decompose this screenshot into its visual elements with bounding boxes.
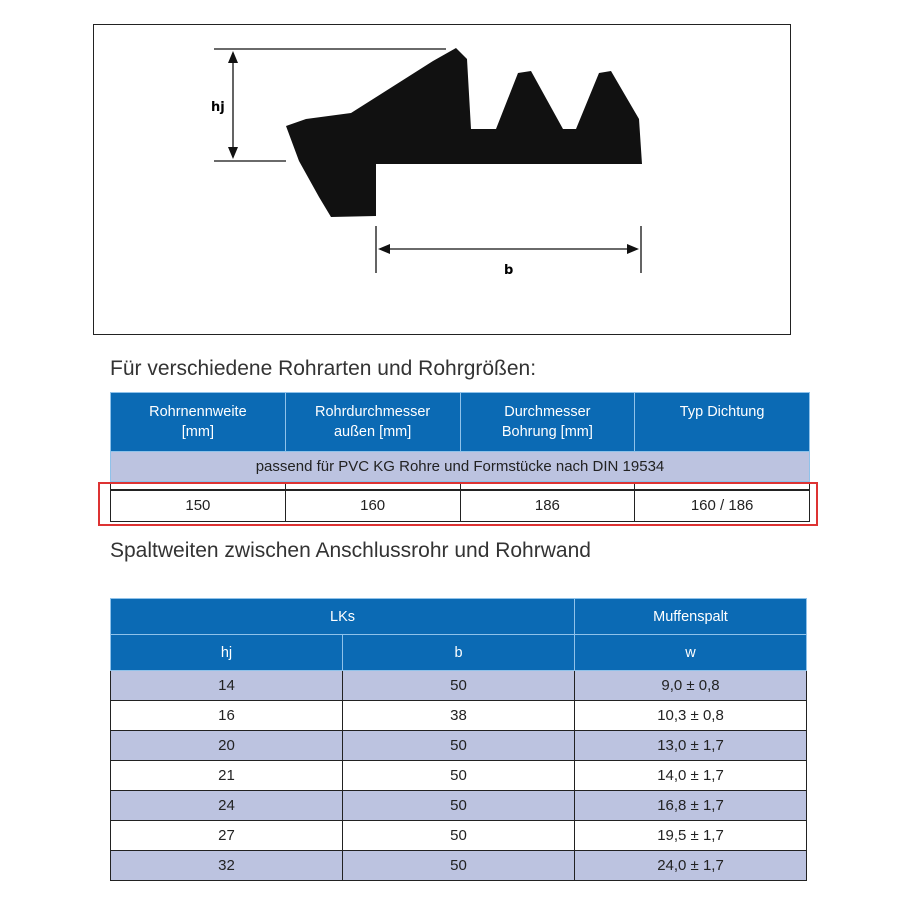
- table-cell: 24,0 ± 1,7: [574, 850, 807, 881]
- header-lks: LKs: [110, 598, 575, 635]
- header-typ-dichtung: Typ Dichtung: [634, 392, 810, 452]
- table-cell: 32: [110, 850, 343, 881]
- table-row: 150 160 186 160 / 186: [110, 489, 810, 522]
- gap-width-table: LKs Muffenspalt hj b w 14 50 9,0 ± 0,8 16 38 10,…: [110, 598, 807, 881]
- pipe-size-table: Rohrnennweite [mm] Rohrdurchmesser außen […: [110, 392, 810, 522]
- table-cell: 9,0 ± 0,8: [574, 670, 807, 701]
- table-row: 27 50 19,5 ± 1,7: [110, 820, 807, 851]
- section2-title: Spaltweiten zwischen Anschlussrohr und R…: [110, 539, 591, 562]
- table-cell: 50: [342, 760, 575, 791]
- header-w: w: [574, 634, 807, 671]
- table-row: 14 50 9,0 ± 0,8: [110, 670, 807, 701]
- table-cell: 14,0 ± 1,7: [574, 760, 807, 791]
- seal-profile-shape: [286, 48, 642, 217]
- table-cell: 50: [342, 790, 575, 821]
- table-row: 32 50 24,0 ± 1,7: [110, 850, 807, 881]
- subheader-row: passend für PVC KG Rohre und Formstücke …: [110, 451, 810, 482]
- table-cell: 14: [110, 670, 343, 701]
- table-cell: 20: [110, 730, 343, 761]
- highlight-box: [98, 482, 818, 526]
- table-row: 20 50 13,0 ± 1,7: [110, 730, 807, 761]
- table-cell: 38: [342, 700, 575, 731]
- table-cell: 50: [342, 820, 575, 851]
- header-muffenspalt: Muffenspalt: [574, 598, 807, 635]
- table-row: 21 50 14,0 ± 1,7: [110, 760, 807, 791]
- header-rohrdurchmesser: Rohrdurchmesser außen [mm]: [284, 392, 461, 452]
- b-label: b: [504, 263, 513, 278]
- table-cell: 16,8 ± 1,7: [574, 790, 807, 821]
- section1-title: Für verschiedene Rohrarten und Rohrgröße…: [110, 357, 537, 380]
- table-cell: 16: [110, 700, 343, 731]
- table-cell: 27: [110, 820, 343, 851]
- table-row: 16 38 10,3 ± 0,8: [110, 700, 807, 731]
- table-cell: 50: [342, 670, 575, 701]
- header-rohrnennweite: Rohrnennweite [mm]: [110, 392, 286, 452]
- header-b: b: [342, 634, 575, 671]
- header-durchmesser-bohrung: Durchmesser Bohrung [mm]: [459, 392, 636, 452]
- seal-profile-diagram: hj b: [93, 24, 791, 335]
- table-cell: 24: [110, 790, 343, 821]
- table-cell: 10,3 ± 0,8: [574, 700, 807, 731]
- table-cell: 19,5 ± 1,7: [574, 820, 807, 851]
- header-hj: hj: [110, 634, 343, 671]
- table-cell: 50: [342, 850, 575, 881]
- table-cell: 13,0 ± 1,7: [574, 730, 807, 761]
- hj-label: hj: [211, 100, 225, 115]
- table-cell: 50: [342, 730, 575, 761]
- table-row: 24 50 16,8 ± 1,7: [110, 790, 807, 821]
- table-cell: 21: [110, 760, 343, 791]
